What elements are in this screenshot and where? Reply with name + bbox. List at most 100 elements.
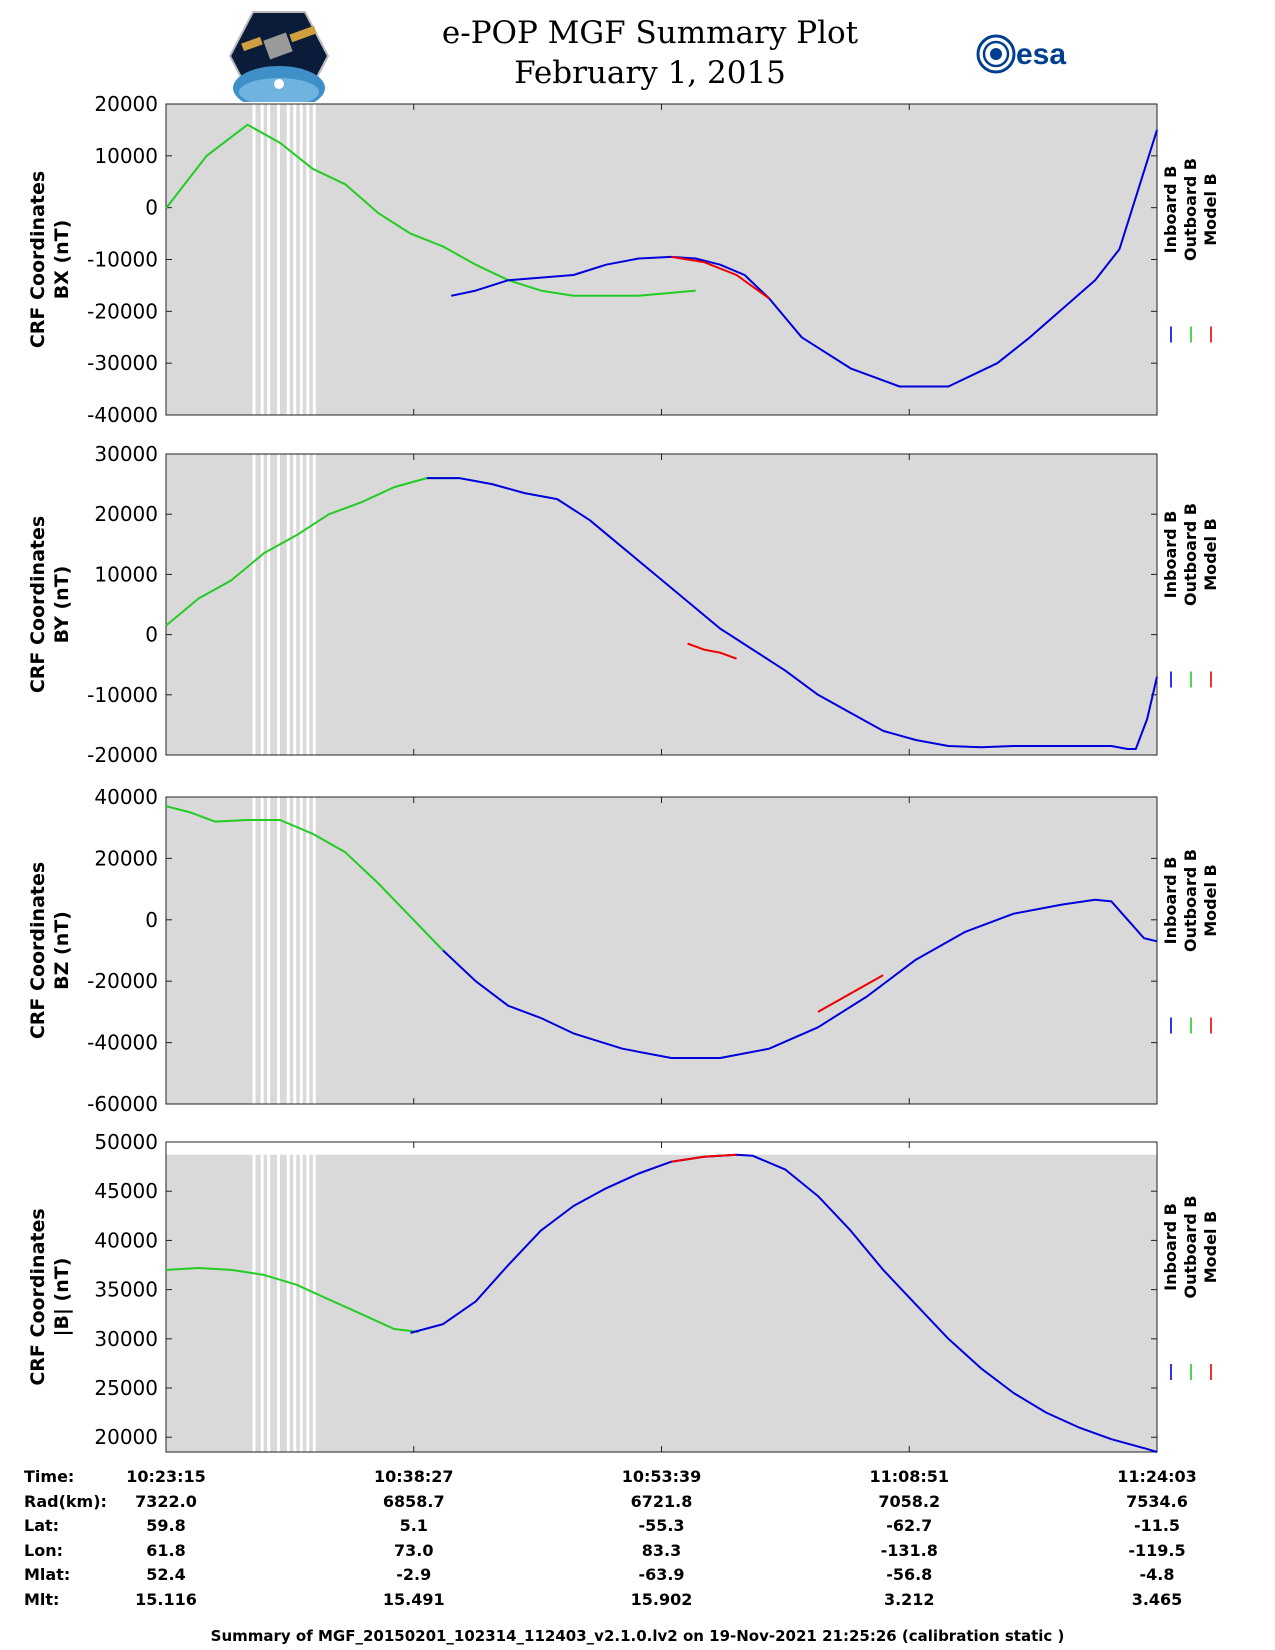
info-row-label: Mlat:	[24, 1565, 71, 1584]
y-tick-label: 40000	[94, 785, 158, 809]
summary-footer: Summary of MGF_20150201_102314_112403_v2…	[210, 1627, 1065, 1645]
y-axis-label: CRF Coordinates	[27, 516, 49, 693]
data-gap	[299, 797, 303, 1104]
esa-logo: esa	[976, 34, 1066, 74]
series-line-inboard-b	[410, 1153, 1158, 1453]
info-row-value: 15.116	[135, 1589, 197, 1609]
y-tick-label: 30000	[94, 1327, 158, 1351]
legend-label-outboard: Outboard B	[1181, 503, 1200, 606]
cassiope-satellite-logo	[228, 11, 330, 102]
y-tick-label: 20000	[94, 1425, 158, 1449]
data-gap	[306, 454, 310, 755]
y-tick-label: -30000	[87, 351, 158, 375]
data-gap	[299, 104, 303, 415]
info-row-value: 7058.2	[878, 1491, 941, 1511]
y-tick-label: -60000	[87, 1092, 158, 1116]
info-row-value: 5.1	[399, 1516, 428, 1535]
info-row-value: -131.8	[880, 1540, 938, 1560]
series-line-outboard-b	[165, 477, 460, 627]
info-row-value: 10:38:27	[373, 1467, 454, 1486]
y-tick-label: -20000	[87, 969, 158, 993]
info-row-value: 6721.8	[630, 1491, 693, 1511]
data-gap	[286, 104, 290, 415]
y-tick-label: 0	[145, 623, 158, 647]
info-row-value: -2.9	[396, 1565, 432, 1584]
legend-label-outboard: Outboard B	[1181, 1196, 1200, 1299]
info-row-value: -63.9	[638, 1565, 685, 1584]
legend-label-inboard: Inboard B	[1161, 166, 1180, 254]
data-gap	[306, 797, 310, 1104]
info-row-value: 52.4	[146, 1565, 186, 1584]
info-row-value: 3.465	[1131, 1589, 1183, 1609]
chart-panel-4: 50000 45000 40000 35000 30000 25000 20000 CRF C…	[27, 1130, 1220, 1453]
info-row-value: -55.3	[638, 1516, 685, 1535]
series-line-model-b	[671, 1153, 737, 1163]
legend-label-inboard: Inboard B	[1161, 511, 1180, 599]
y-tick-label: 20000	[94, 846, 158, 870]
data-gap	[276, 454, 280, 755]
y-tick-label: 35000	[94, 1278, 158, 1302]
series-line-outboard-b	[165, 1267, 419, 1333]
info-row-value: -119.5	[1128, 1540, 1186, 1560]
y-tick-label: 10000	[94, 562, 158, 586]
data-gap	[286, 454, 290, 755]
info-row-value: 15.491	[382, 1589, 445, 1609]
y-tick-label: 30000	[94, 442, 158, 466]
data-gap	[312, 1154, 316, 1452]
info-row: Lon: 61.8 73.0 83.3 -131.8 -119.5	[0, 1541, 1275, 1565]
legend-label-model: Model B	[1201, 864, 1220, 936]
data-gap	[267, 104, 271, 415]
info-row-value: 11:24:03	[1117, 1467, 1197, 1486]
info-row-value: 6858.7	[382, 1491, 445, 1511]
info-row-label: Lon:	[24, 1540, 63, 1560]
y-tick-label: 10000	[94, 144, 158, 168]
data-gap	[306, 1154, 310, 1452]
y-tick-label: 20000	[94, 502, 158, 526]
y-axis-unit-label: |B| (nT)	[51, 1258, 73, 1337]
info-row-value: 73.0	[394, 1540, 434, 1560]
info-row-label: Time:	[24, 1467, 75, 1486]
data-gap	[306, 104, 310, 415]
chart-panel-2: 30000 20000 10000 0 -10000 -20000 CRF Coordina…	[27, 442, 1220, 767]
plot-background	[166, 1154, 1157, 1452]
data-gap	[267, 797, 271, 1104]
data-gap	[252, 454, 256, 755]
data-gap	[299, 454, 303, 755]
info-row: Mlat: 52.4 -2.9 -63.9 -56.8 -4.8	[0, 1565, 1275, 1589]
info-row: Lat: 59.8 5.1 -55.3 -62.7 -11.5	[0, 1516, 1275, 1540]
y-tick-label: 40000	[94, 1228, 158, 1252]
y-axis-unit-label: BZ (nT)	[51, 911, 73, 990]
legend-label-outboard: Outboard B	[1181, 849, 1200, 952]
data-gap	[293, 1154, 297, 1452]
series-line-inboard-b	[426, 477, 1158, 750]
series-line-model-b	[687, 642, 737, 660]
info-row-value: 83.3	[641, 1540, 682, 1560]
data-gap	[252, 797, 256, 1104]
info-row-value: 11:08:51	[869, 1467, 950, 1486]
plot-background	[166, 454, 1157, 755]
info-row-label: Rad(km):	[24, 1491, 107, 1511]
series-line-model-b	[817, 974, 884, 1013]
info-row-value: 7534.6	[1126, 1491, 1188, 1511]
y-tick-label: 0	[145, 196, 158, 220]
info-row-value: 7322.0	[135, 1491, 197, 1511]
y-axis-unit-label: BY (nT)	[51, 566, 73, 644]
y-tick-label: -10000	[87, 683, 158, 707]
info-row-value: -62.7	[886, 1516, 933, 1535]
y-tick-label: -10000	[87, 248, 158, 272]
data-gap	[276, 1154, 280, 1452]
data-gap	[252, 104, 256, 415]
data-gap	[293, 454, 297, 755]
info-row: Mlt: 15.116 15.491 15.902 3.212 3.465	[0, 1590, 1275, 1614]
data-gap	[312, 797, 316, 1104]
info-row-value: 61.8	[146, 1540, 186, 1560]
plot-date: February 1, 2015	[514, 55, 786, 91]
y-axis-label: CRF Coordinates	[27, 862, 49, 1039]
data-gap	[267, 454, 271, 755]
info-row-label: Lat:	[24, 1516, 60, 1535]
chart-panel-1: 20000 10000 0 -10000 -20000 -30000 -40000 CRF C…	[27, 92, 1220, 427]
data-gap	[293, 104, 297, 415]
info-row-value: -4.8	[1139, 1565, 1175, 1584]
info-row-value: 10:23:15	[126, 1467, 206, 1486]
y-tick-label: 45000	[94, 1179, 158, 1203]
